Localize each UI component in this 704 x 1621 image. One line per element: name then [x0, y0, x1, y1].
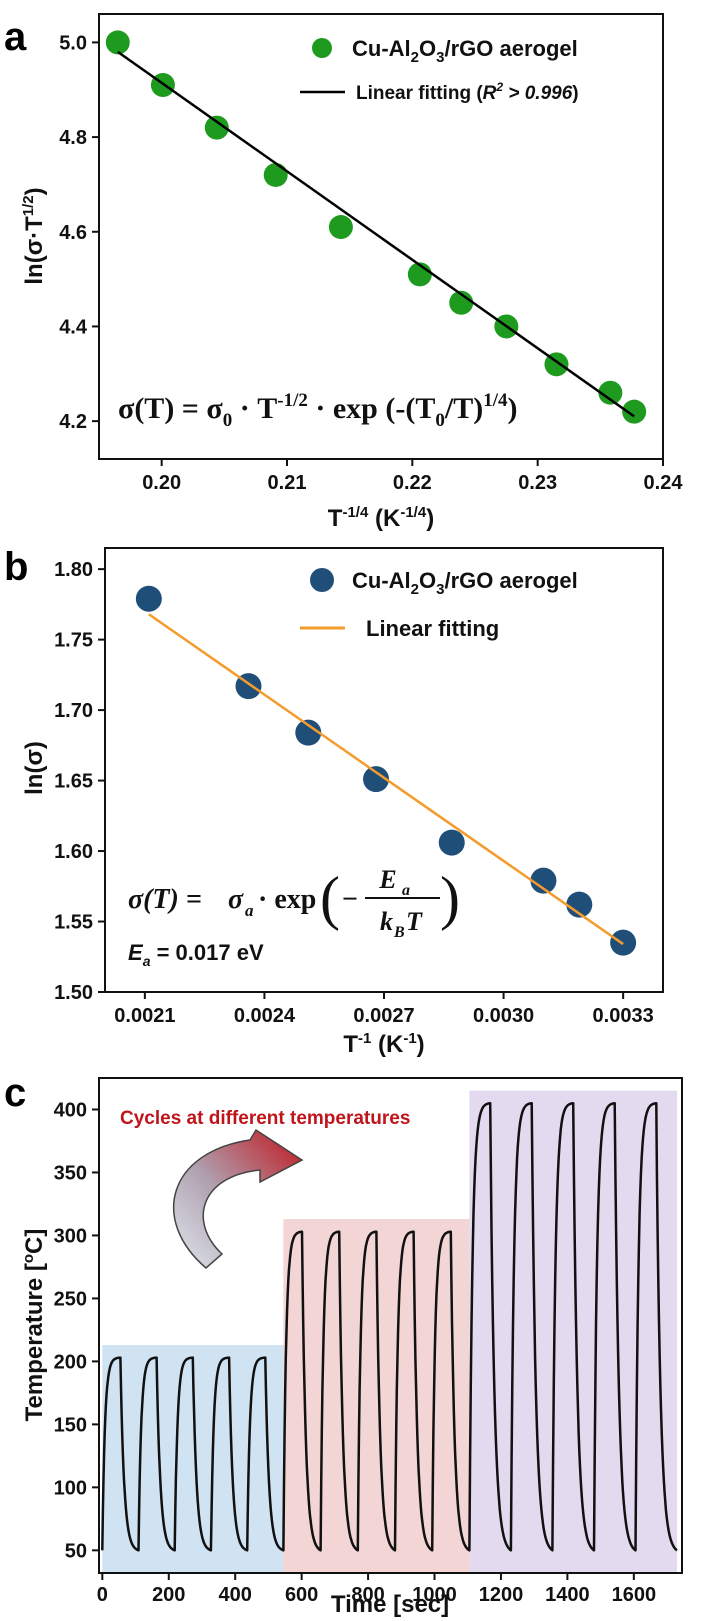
svg-text:· exp: · exp	[258, 884, 316, 915]
panel-c-plot: 0 200 400 600 800 1000 1200 1400 1600 50 100 150 200…	[54, 1090, 678, 1606]
x-tick-label: 0.24	[644, 472, 684, 494]
svg-text:E: E	[378, 865, 396, 894]
panel-c: c 0 200 400 600 800 1000 1200 1400 1600 50 100 150 2…	[4, 1071, 683, 1618]
data-point	[530, 867, 557, 894]
data-point	[295, 719, 322, 746]
panel-b-equation: σ(T) = σ a · exp ( − E a k B T )	[128, 865, 460, 941]
svg-text:−: −	[342, 884, 358, 915]
data-point	[135, 585, 162, 612]
x-tick-label: 0.0024	[234, 1005, 296, 1027]
y-tick-label: 1.75	[54, 630, 93, 652]
legend-b-points-label: Cu-Al2O3/rGO aerogel	[352, 568, 578, 598]
fit-line	[148, 613, 624, 946]
panel-b-ylabel: ln(σ)	[21, 741, 48, 795]
x-tick-label: 0.23	[518, 472, 557, 494]
x-tick-label: 200	[152, 1584, 185, 1606]
svg-text:T: T	[406, 907, 423, 936]
legend-b-line-label: Linear fitting	[366, 616, 499, 641]
legend-b-point-marker	[310, 568, 334, 592]
panel-c-annotation: Cycles at different temperatures	[120, 1108, 410, 1129]
x-tick-label: 600	[285, 1584, 318, 1606]
panel-b: b 0.0021 0.0024 0.0027 0.0030 0.0033 1.50 1.55…	[4, 545, 664, 1058]
data-point	[449, 290, 474, 315]
data-point	[204, 115, 229, 140]
svg-text:B: B	[393, 924, 405, 941]
y-tick-label: 1.55	[54, 912, 93, 934]
svg-text:a: a	[402, 882, 410, 899]
x-tick-label: 0	[97, 1584, 108, 1606]
panel-b-activation-energy: Ea = 0.017 eV	[128, 940, 264, 969]
panel-a: a 0.20 0.21 0.22 0.23 0.24 4.2 4.4 4.6 4.8 5.0 T-…	[4, 13, 683, 532]
y-tick-label: 4.8	[59, 127, 87, 149]
y-tick-label: 1.60	[54, 841, 93, 863]
x-tick-label: 0.0033	[593, 1005, 654, 1027]
y-tick-label: 4.2	[59, 411, 87, 433]
x-tick-label: 0.20	[142, 472, 181, 494]
y-tick-label: 4.4	[59, 316, 88, 338]
panel-c-frame	[98, 1077, 683, 1574]
panel-b-frame	[104, 547, 664, 993]
y-tick-label: 400	[54, 1099, 87, 1121]
panel-c-xlabel: Time [sec]	[331, 1591, 449, 1618]
x-tick-label: 0.0021	[114, 1005, 175, 1027]
data-point	[622, 399, 647, 424]
y-tick-label: 1.65	[54, 771, 93, 793]
y-tick-label: 5.0	[59, 32, 87, 54]
panel-b-xlabel: T-1 (K-1)	[343, 1030, 424, 1058]
x-tick-label: 1000	[412, 1584, 457, 1606]
curved-arrow-icon	[172, 1128, 304, 1269]
panel-a-equation: σ(T) = σ0 · T-1/2 · exp (-(T0/T)1/4)	[118, 390, 517, 431]
svg-text:(: (	[320, 865, 340, 931]
panel-b-plot: 0.0021 0.0024 0.0027 0.0030 0.0033 1.50 1.55 1.…	[54, 559, 654, 1027]
data-point	[363, 766, 390, 793]
legend-a-points-label: Cu-Al2O3/rGO aerogel	[352, 36, 578, 66]
svg-text:): )	[440, 865, 460, 931]
svg-text:σ(T) =: σ(T) =	[128, 884, 202, 915]
y-tick-label: 350	[54, 1162, 87, 1184]
y-tick-label: 300	[54, 1225, 87, 1247]
svg-text:k: k	[380, 907, 393, 936]
y-tick-label: 50	[65, 1540, 87, 1562]
x-tick-label: 0.22	[393, 472, 432, 494]
panel-a-xlabel: T-1/4 (K-1/4)	[328, 504, 434, 532]
y-tick-label: 1.70	[54, 700, 93, 722]
y-tick-label: 4.6	[59, 222, 87, 244]
x-tick-label: 0.21	[268, 472, 307, 494]
fit-line	[117, 50, 635, 418]
panel-c-ylabel: Temperature [oC]	[20, 1229, 48, 1422]
panel-label-c: c	[4, 1071, 26, 1115]
data-point	[598, 380, 623, 405]
panel-label-b: b	[4, 545, 28, 589]
data-point	[438, 829, 465, 856]
panel-a-ylabel: ln(σ·T1/2)	[20, 187, 48, 284]
y-tick-label: 150	[54, 1414, 87, 1436]
panel-a-plot: 0.20 0.21 0.22 0.23 0.24 4.2 4.4 4.6 4.8 5.0	[59, 30, 683, 494]
data-point	[105, 30, 130, 55]
data-point	[328, 215, 353, 240]
data-point	[566, 891, 593, 918]
x-tick-label: 1600	[612, 1584, 657, 1606]
legend-a-point-marker	[312, 38, 332, 58]
y-tick-label: 200	[54, 1351, 87, 1373]
temperature-cycle-series	[101, 1101, 678, 1552]
y-tick-label: 250	[54, 1288, 87, 1310]
x-tick-label: 1400	[545, 1584, 590, 1606]
x-tick-label: 800	[351, 1584, 384, 1606]
x-tick-label: 400	[219, 1584, 252, 1606]
x-tick-label: 0.0027	[353, 1005, 414, 1027]
y-tick-label: 1.50	[54, 982, 93, 1004]
x-tick-label: 1200	[479, 1584, 524, 1606]
y-tick-label: 100	[54, 1477, 87, 1499]
legend-a-line-label: Linear fitting (R2 > 0.996)	[356, 80, 579, 104]
panel-a-frame	[98, 13, 664, 460]
data-point	[263, 162, 288, 187]
panel-label-a: a	[4, 15, 27, 59]
y-tick-label: 1.80	[54, 559, 93, 581]
x-tick-label: 0.0030	[473, 1005, 534, 1027]
svg-text:a: a	[245, 901, 254, 920]
svg-text:σ: σ	[228, 884, 244, 915]
